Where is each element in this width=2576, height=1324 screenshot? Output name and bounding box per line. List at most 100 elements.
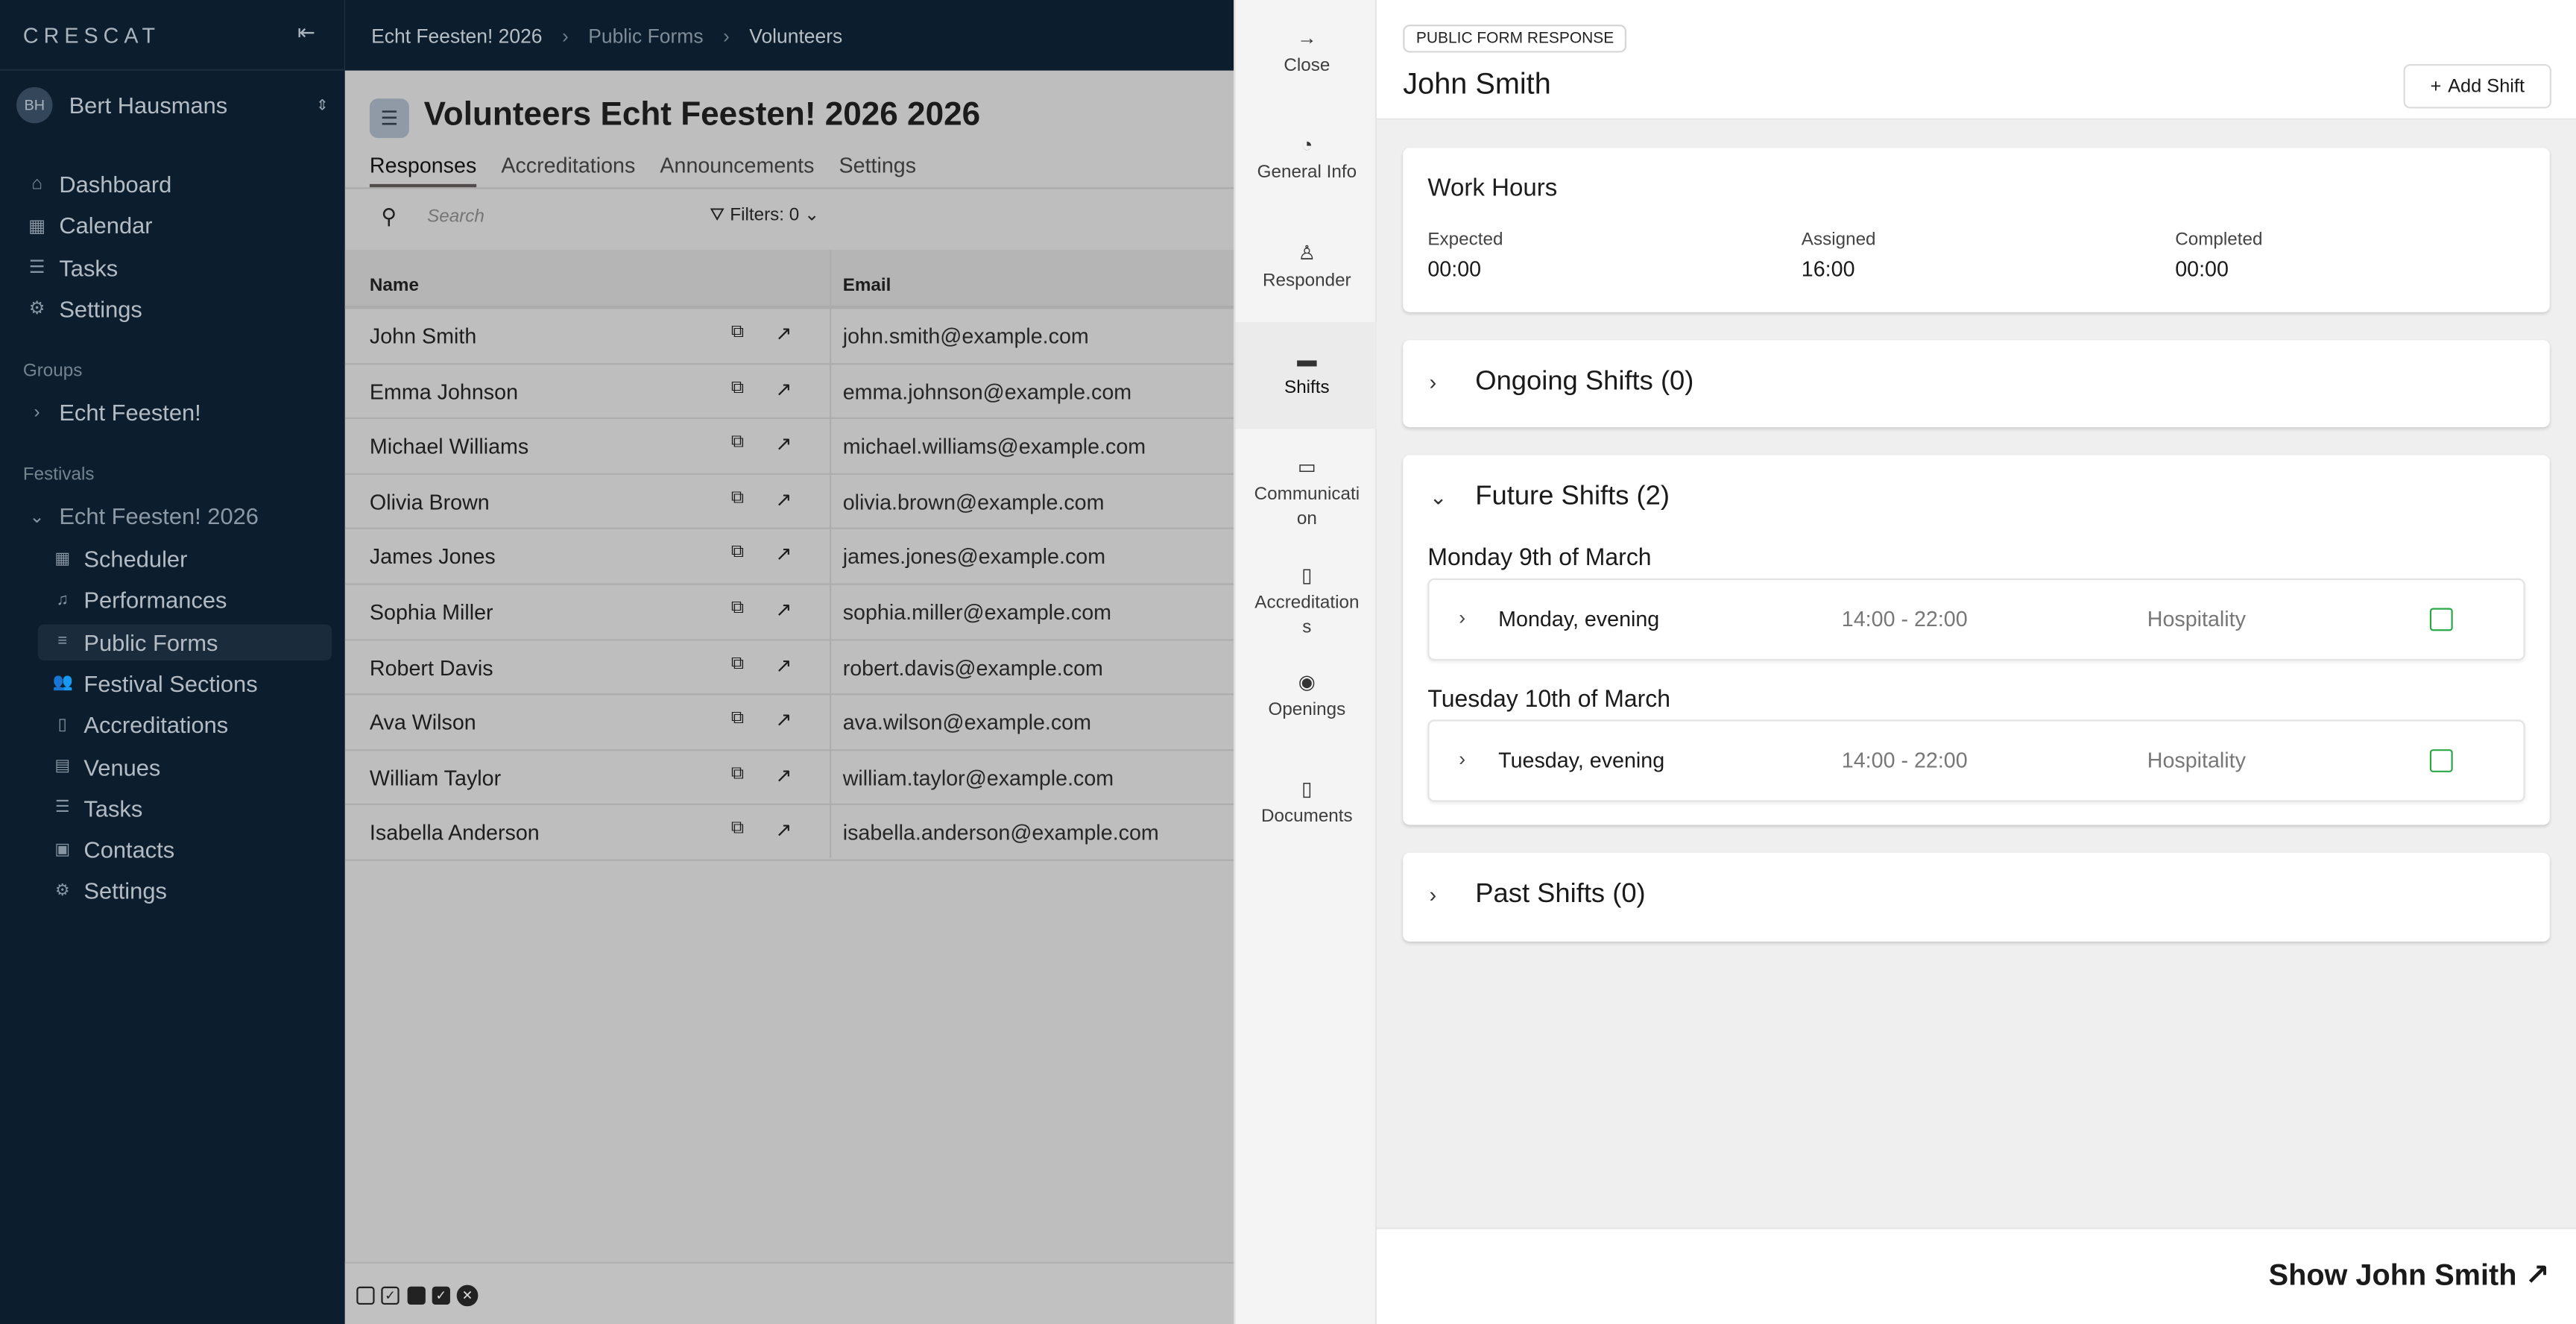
cell-name: Robert Davis [369, 655, 493, 680]
shift-row[interactable]: › Monday, evening 14:00 - 22:00 Hospitality [1427, 578, 2525, 661]
external-link-icon[interactable]: ↗ [775, 819, 792, 842]
panel-nav-documents[interactable]: ▯ Documents [1235, 751, 1378, 857]
copy-icon[interactable]: ⧉ [730, 708, 745, 728]
table-row[interactable]: Ava Wilson ⧉ ↗ ava.wilson@example.com [344, 696, 1234, 751]
day-heading: Tuesday 10th of March [1427, 687, 1671, 713]
checkbox-empty-icon[interactable] [356, 1286, 375, 1305]
copy-icon[interactable]: ⧉ [730, 763, 745, 784]
filters-button[interactable]: ⛛ Filters: 0 ⌄ [710, 205, 820, 225]
future-shifts-toggle[interactable]: ⌄ Future Shifts (2) [1430, 482, 1670, 513]
table-row[interactable]: Isabella Anderson ⧉ ↗ isabella.anderson@exa… [344, 806, 1234, 861]
column-name[interactable]: Name [369, 276, 419, 296]
table-row[interactable]: Olivia Brown ⧉ ↗ olivia.brown@example.com [344, 475, 1234, 530]
copy-icon[interactable]: ⧉ [730, 432, 745, 453]
checkbox-checked-icon[interactable]: ✓ [381, 1286, 400, 1305]
table-row[interactable]: William Taylor ⧉ ↗ william.taylor@example.c… [344, 751, 1234, 806]
external-link-icon[interactable]: ↗ [775, 432, 792, 455]
panel-nav-close[interactable]: → Close [1235, 0, 1378, 107]
sidebar-item-calendar[interactable]: ▦ Calendar [26, 207, 152, 243]
external-link-icon[interactable]: ↗ [775, 598, 792, 622]
breadcrumb-item[interactable]: Public Forms [588, 23, 704, 47]
tab-responses[interactable]: Responses [369, 153, 477, 188]
table-row[interactable]: Sophia Miller ⧉ ↗ sophia.miller@example.com [344, 585, 1234, 640]
user-switcher[interactable]: BH Bert Hausmans ⇕ [16, 86, 329, 124]
sidebar-item-contacts[interactable]: ▣ Contacts [53, 831, 175, 867]
tab-accreditations[interactable]: Accreditations [501, 152, 636, 178]
shift-checkbox[interactable] [2429, 608, 2453, 631]
collapse-sidebar-icon[interactable]: ⇤ [297, 19, 315, 45]
external-link-icon[interactable]: ↗ [775, 543, 792, 567]
table-row[interactable]: Michael Williams ⧉ ↗ michael.williams@examp… [344, 419, 1234, 475]
external-link-icon[interactable]: ↗ [775, 708, 792, 732]
sidebar-item-performances[interactable]: ♫ Performances [53, 582, 227, 618]
copy-icon[interactable]: ⧉ [730, 653, 745, 673]
external-link-icon[interactable]: ↗ [775, 488, 792, 511]
breadcrumb-item[interactable]: Volunteers [749, 23, 843, 47]
divider [344, 187, 1234, 189]
venue-icon: ▤ [54, 757, 71, 776]
panel-nav-responder[interactable]: ♙ Responder [1235, 215, 1378, 321]
sidebar-item-accreditations[interactable]: ▯ Accreditations [53, 707, 229, 743]
external-link-icon[interactable]: ↗ [775, 653, 792, 677]
sidebar-item-venues[interactable]: ▤ Venues [53, 748, 160, 784]
shift-row[interactable]: › Tuesday, evening 14:00 - 22:00 Hospitalit… [1427, 719, 2525, 802]
section-title: Future Shifts (2) [1475, 481, 1670, 511]
table-row[interactable]: Emma Johnson ⧉ ↗ emma.johnson@example.com [344, 364, 1234, 420]
ongoing-shifts-card[interactable]: › Ongoing Shifts (0) [1403, 340, 2550, 428]
card-title: Work Hours [1427, 174, 1558, 203]
sidebar-item-label: Tasks [83, 795, 143, 822]
panel-nav-general-info[interactable]: ◔ General Info [1235, 107, 1378, 214]
stat-label: Expected [1427, 230, 1503, 250]
cell-name: John Smith [369, 324, 477, 349]
shift-checkbox[interactable] [2429, 749, 2453, 772]
panel-footer: Show John Smith ↗ [1377, 1227, 2576, 1324]
copy-icon[interactable]: ⧉ [730, 322, 745, 342]
users-icon: 👥 [52, 674, 73, 693]
copy-icon[interactable]: ⧉ [730, 598, 745, 618]
add-shift-label: Add Shift [2448, 76, 2525, 96]
sidebar-group-item[interactable]: › Echt Feesten! [26, 394, 201, 430]
search-input[interactable] [427, 207, 674, 227]
panel-nav-accreditations[interactable]: ▯ Accreditation s [1235, 537, 1378, 643]
checkbox-filled-icon[interactable] [407, 1286, 426, 1305]
sidebar-festival-item[interactable]: ⌄ Echt Feesten! 2026 [26, 498, 259, 534]
past-shifts-card[interactable]: › Past Shifts (0) [1403, 852, 2550, 942]
breadcrumb-item[interactable]: Echt Feesten! 2026 [371, 23, 543, 47]
copy-icon[interactable]: ⧉ [730, 377, 745, 397]
table-row[interactable]: John Smith ⧉ ↗ john.smith@example.com [344, 309, 1234, 365]
chevron-right-icon[interactable]: › [1459, 747, 1466, 771]
column-email[interactable]: Email [842, 276, 891, 296]
table-row[interactable]: James Jones ⧉ ↗ james.jones@example.com [344, 530, 1234, 585]
chevron-updown-icon: ⇕ [316, 95, 329, 113]
tab-settings[interactable]: Settings [839, 152, 917, 178]
external-link-icon[interactable]: ↗ [775, 763, 792, 787]
badge-icon: ▯ [1301, 562, 1313, 586]
copy-icon[interactable]: ⧉ [730, 488, 745, 508]
sidebar-item-tasks[interactable]: ☰ Tasks [26, 249, 119, 285]
tab-announcements[interactable]: Announcements [660, 152, 815, 178]
table-row[interactable]: Robert Davis ⧉ ↗ robert.davis@example.com [344, 640, 1234, 696]
panel-nav-label: Shifts [1284, 377, 1330, 398]
show-responder-link[interactable]: Show John Smith ↗ [2269, 1258, 2550, 1293]
sidebar-item-settings[interactable]: ⚙ Settings [53, 873, 167, 909]
sidebar-item-tasks[interactable]: ☰ Tasks [53, 790, 143, 826]
cell-email: ava.wilson@example.com [842, 710, 1091, 735]
chevron-right-icon: › [1429, 369, 1437, 394]
close-circle-icon[interactable]: ✕ [456, 1284, 479, 1307]
sidebar-item-scheduler[interactable]: ▦ Scheduler [53, 540, 187, 576]
external-link-icon[interactable]: ↗ [775, 322, 792, 345]
sidebar-item-festival-sections[interactable]: 👥 Festival Sections [53, 665, 258, 701]
add-shift-button[interactable]: + Add Shift [2403, 63, 2551, 109]
panel-nav-communication[interactable]: ▭ Communicati on [1235, 429, 1378, 536]
copy-icon[interactable]: ⧉ [730, 543, 745, 563]
panel-nav-shifts[interactable]: ▬ Shifts [1235, 321, 1379, 429]
sidebar-item-public-forms[interactable]: ≡ Public Forms [37, 623, 332, 661]
checkbox-filled-checked-icon[interactable]: ✓ [432, 1286, 450, 1305]
external-link-icon[interactable]: ↗ [775, 377, 792, 400]
chevron-right-icon[interactable]: › [1459, 606, 1466, 630]
sidebar-item-dashboard[interactable]: ⌂ Dashboard [26, 166, 171, 202]
chevron-right-icon: › [1429, 882, 1437, 907]
copy-icon[interactable]: ⧉ [730, 819, 745, 839]
panel-nav-openings[interactable]: ◉ Openings [1235, 644, 1378, 751]
sidebar-item-settings[interactable]: ⚙ Settings [26, 291, 142, 327]
